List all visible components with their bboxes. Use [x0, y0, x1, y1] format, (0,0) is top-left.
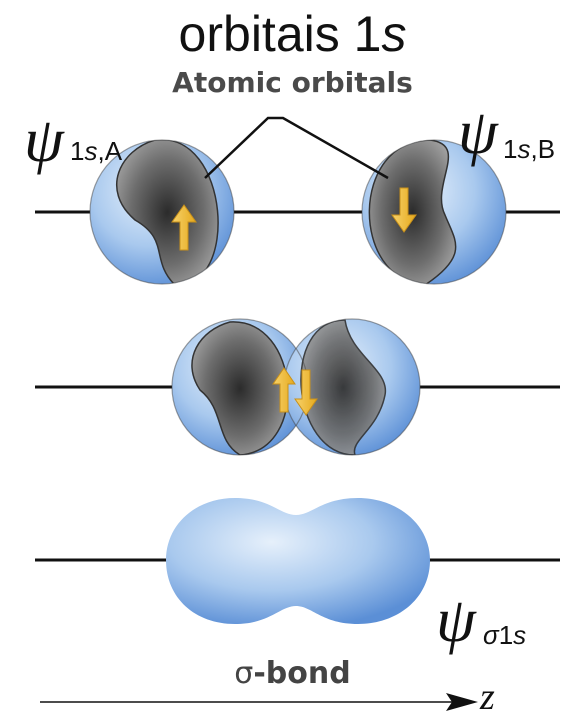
psi-sigma-subscript: σ1s	[483, 620, 527, 650]
psi-b-symbol: ψ	[458, 96, 498, 167]
page-title: orbitais 1s	[178, 6, 407, 62]
psi-sigma-symbol: ψ	[436, 584, 476, 655]
psi-b-subscript: 1s,B	[503, 134, 556, 164]
spin-up-arrow-icon	[171, 204, 197, 251]
sigma-orbital	[166, 498, 430, 624]
psi-a-symbol: ψ	[24, 104, 64, 175]
spin-down-arrow-icon	[294, 369, 318, 416]
pointer-lines	[204, 116, 389, 180]
axis-arrow-icon	[446, 693, 478, 711]
overlapping-orbitals	[171, 318, 421, 456]
z-axis-label: z	[480, 676, 495, 718]
sigma-bond-label: σ-bond	[234, 656, 351, 691]
spin-down-arrow-icon	[391, 187, 417, 233]
spin-up-arrow-icon	[272, 367, 296, 413]
orbital-a	[89, 139, 235, 285]
orbital-b	[361, 139, 507, 285]
psi-a-subscript: 1s,A	[70, 136, 123, 166]
atomic-orbitals-label: Atomic orbitals	[172, 66, 413, 99]
